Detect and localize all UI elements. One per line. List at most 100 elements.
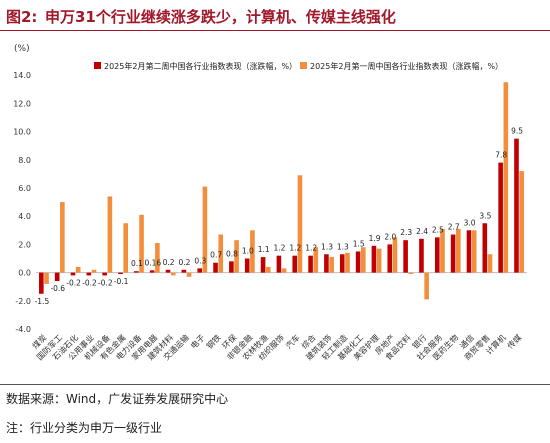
data-label: 0.3 <box>194 256 206 265</box>
bar-series-1 <box>134 271 139 273</box>
data-label: 2.3 <box>400 228 412 237</box>
bar-series-2 <box>503 82 509 273</box>
data-label: -0.2 <box>82 278 97 287</box>
bar-series-1 <box>450 234 456 273</box>
bar-series-2 <box>202 186 208 273</box>
data-label: -1.5 <box>35 297 50 306</box>
data-label: 0.2 <box>178 258 190 267</box>
y-tick-label: 0.0 <box>18 269 31 278</box>
data-label: 0.16 <box>144 258 161 267</box>
data-label: 3.5 <box>479 211 491 220</box>
bar-series-2 <box>281 268 287 273</box>
bar-series-1 <box>419 238 424 273</box>
data-label: 1.3 <box>321 242 333 251</box>
category-label: 钢铁 <box>204 332 222 350</box>
bar-series-1 <box>213 262 218 273</box>
data-label: 0.2 <box>163 258 175 267</box>
bar-series-2 <box>186 272 192 277</box>
bar-series-2 <box>519 171 524 273</box>
footer-divider <box>0 384 550 385</box>
bar-series-1 <box>260 257 266 273</box>
bar-series-1 <box>118 272 123 275</box>
y-tick-label: -2.0 <box>15 297 31 306</box>
bar-series-2 <box>313 247 319 273</box>
bar-series-2 <box>408 272 414 275</box>
bar-series-1 <box>434 237 440 273</box>
bar-series-1 <box>149 270 155 273</box>
bar-series-2 <box>107 196 113 273</box>
data-label: 1.2 <box>289 244 301 253</box>
data-source: 数据来源：Wind，广发证券发展研究中心 <box>6 392 229 406</box>
bar-series-1 <box>514 138 519 273</box>
bar-series-2 <box>139 214 144 273</box>
bar-series-2 <box>440 228 445 273</box>
figure-label: 图2: <box>6 8 38 26</box>
bar-series-1 <box>165 269 171 273</box>
bar-series-2 <box>345 252 350 273</box>
data-label: 1.9 <box>369 234 381 243</box>
legend-swatch-series-1 <box>94 62 101 69</box>
bar-series-2 <box>234 240 239 273</box>
bar-series-1 <box>86 272 92 276</box>
figure-header: 图2: 申万31个行业继续涨多跌少，计算机、传媒主线强化 <box>0 0 550 31</box>
data-label: 1.3 <box>337 242 349 251</box>
bar-series-2 <box>456 228 461 273</box>
bar-series-1 <box>339 254 345 273</box>
bar-series-2 <box>360 247 366 273</box>
bar-series-1 <box>54 272 60 282</box>
bar-series-1 <box>39 272 44 294</box>
footnote: 注：行业分类为申万一级行业 <box>6 421 163 435</box>
bar-chart: (%) 14.0 12.0 10.0 8.0 6.0 4.0 2.0 0.0 -2.0 -4.0 -1… <box>13 44 527 362</box>
bar-series-1 <box>403 240 408 273</box>
y-tick-label: 2.0 <box>18 240 31 249</box>
bar-series-1 <box>197 268 203 273</box>
category-label: 电子 <box>188 332 206 350</box>
bar-series-1 <box>229 261 234 273</box>
data-label: 0.7 <box>210 251 222 260</box>
bar-series-2 <box>60 202 65 273</box>
bar-series-2 <box>424 272 429 300</box>
bar-series-1 <box>292 255 298 273</box>
data-label: 2.7 <box>448 223 460 232</box>
data-label: -0.2 <box>98 278 113 287</box>
legend-label-series-2: 2025年2月第一周中国各行业指数表现（涨跌幅，%） <box>310 61 503 71</box>
data-label: 2.4 <box>416 227 428 236</box>
data-label: 3.0 <box>464 218 476 227</box>
bar-series-2 <box>75 266 81 273</box>
figure-title: 申万31个行业继续涨多跌少，计算机、传媒主线强化 <box>45 8 396 26</box>
data-label: 2.5 <box>432 225 444 234</box>
bar-series-1 <box>70 272 76 276</box>
bar-series-1 <box>308 255 313 273</box>
bar-series-2 <box>471 230 477 273</box>
y-tick-label: 14.0 <box>13 71 31 80</box>
y-tick-label: 6.0 <box>18 184 31 193</box>
bar-series-1 <box>371 245 377 273</box>
bar-series-2 <box>218 234 224 273</box>
y-tick-label: -4.0 <box>15 325 31 334</box>
bar-series-2 <box>297 175 303 273</box>
y-tick-label: 8.0 <box>18 156 31 165</box>
bar-series-1 <box>387 244 393 273</box>
data-label: 9.5 <box>511 127 523 136</box>
y-axis-unit: (%) <box>14 44 30 54</box>
bar-series-1 <box>276 255 282 273</box>
bar-series-2 <box>265 266 271 273</box>
bar-series-2 <box>155 242 160 273</box>
category-label: 汽车 <box>283 332 301 350</box>
bar-series-2 <box>91 269 97 273</box>
y-tick-label: 12.0 <box>13 99 31 108</box>
data-label: 7.8 <box>495 151 507 160</box>
bar-series-1 <box>324 254 329 273</box>
data-label: -0.1 <box>114 277 129 286</box>
bar-series-1 <box>466 230 472 273</box>
bar-series-2 <box>44 272 49 284</box>
bar-series-2 <box>329 257 334 273</box>
bar-series-2 <box>392 237 398 273</box>
y-tick-label: 4.0 <box>18 212 31 221</box>
data-label: 0.1 <box>131 259 143 268</box>
bar-series-1 <box>102 272 107 276</box>
category-label: 传媒 <box>505 332 523 350</box>
data-label: 1.1 <box>258 245 270 254</box>
legend-swatch-series-2 <box>300 62 307 69</box>
bar-series-1 <box>181 269 187 273</box>
